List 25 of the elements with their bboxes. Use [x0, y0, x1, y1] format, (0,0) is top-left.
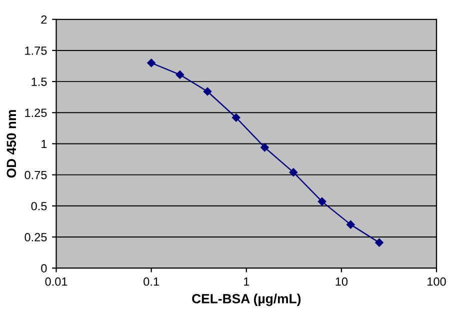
- x-tick-label: 10: [336, 277, 348, 286]
- x-tick-label: 1: [244, 278, 250, 286]
- x-tick-label: 100: [428, 277, 446, 286]
- point: [375, 238, 384, 247]
- y-tick-label: 0.25: [24, 233, 47, 242]
- point: [346, 220, 355, 229]
- y-tick-label: 2: [41, 15, 47, 24]
- point: [176, 70, 184, 79]
- point: [260, 143, 269, 152]
- x-axis-title: CEL-BSA (µg/mL): [192, 294, 301, 306]
- x-tick-label: 0.1: [144, 277, 159, 286]
- y-tick-label: 1.25: [25, 108, 47, 118]
- y-tick-label: 0.5: [31, 202, 47, 210]
- y-axis-title: OD 450 nm: [6, 110, 16, 178]
- point: [289, 168, 298, 176]
- point: [232, 113, 240, 122]
- point: [203, 87, 212, 96]
- y-tick-label: 0: [41, 264, 47, 272]
- point: [147, 58, 156, 68]
- y-tick-label: 1.75: [25, 46, 47, 55]
- y-tick-label: 0.75: [24, 170, 47, 180]
- y-tick-label: 1: [42, 140, 47, 148]
- y-tick-label: 1.5: [32, 78, 47, 86]
- x-tick-label: 0.01: [45, 277, 68, 286]
- point: [318, 197, 326, 206]
